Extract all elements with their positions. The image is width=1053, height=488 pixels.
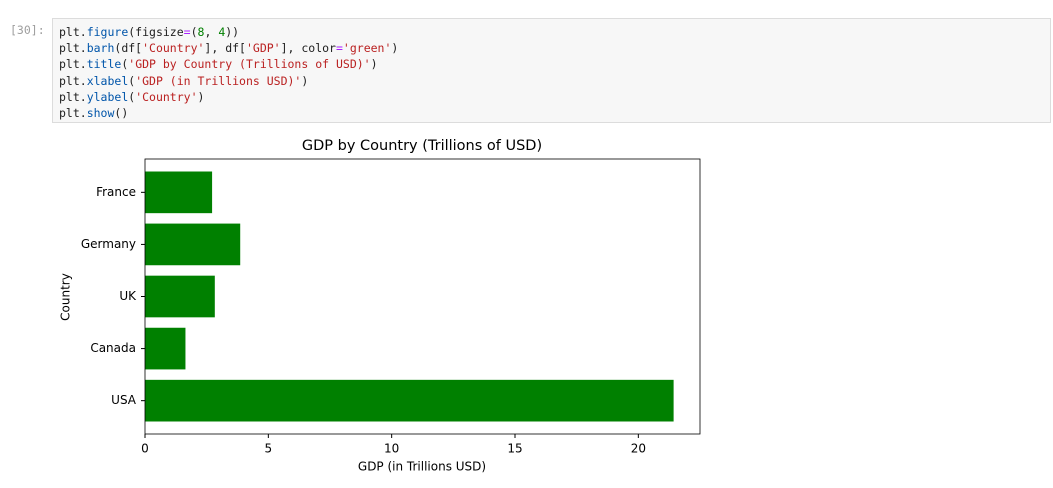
code-line: plt.title('GDP by Country (Trillions of … xyxy=(59,56,1044,72)
code-token: show xyxy=(86,106,115,121)
y-tick-label: France xyxy=(96,185,136,199)
code-token: ) xyxy=(301,73,309,88)
code-token: ylabel xyxy=(86,89,129,104)
x-tick-label: 0 xyxy=(141,442,149,456)
bar xyxy=(145,275,215,318)
code-token: ], df[ xyxy=(204,41,246,56)
code-token: figure xyxy=(86,25,129,39)
code-token: plt. xyxy=(59,41,87,56)
code-token: ( xyxy=(190,25,198,39)
code-token: 'Country' xyxy=(135,89,198,104)
code-token: () xyxy=(114,106,129,121)
y-axis-label: Country xyxy=(59,273,73,321)
code-token: , xyxy=(204,25,219,39)
bar xyxy=(145,223,241,266)
code-token: 'GDP (in Trillions USD)' xyxy=(135,73,302,88)
code-token: barh xyxy=(86,41,115,56)
code-cell[interactable]: plt.figure(figsize=(8, 4)) plt.barh(df['C… xyxy=(52,18,1051,123)
code-line: plt.figure(figsize=(8, 4)) xyxy=(59,24,1044,40)
cell-prompt: [30]: xyxy=(10,23,45,37)
x-tick-label: 10 xyxy=(384,442,399,456)
code-token: = xyxy=(183,25,191,39)
code-token: 'green' xyxy=(342,41,392,56)
bar xyxy=(145,327,186,370)
code-token: ) xyxy=(370,57,378,72)
bar xyxy=(145,379,674,422)
code-token: title xyxy=(86,57,122,72)
y-tick-label: UK xyxy=(119,289,137,303)
code-line: plt.xlabel('GDP (in Trillions USD)') xyxy=(59,73,1044,89)
code-token: 8 xyxy=(197,25,205,39)
code-token: plt. xyxy=(59,25,87,39)
code-token: plt. xyxy=(59,73,87,88)
plot-frame xyxy=(144,158,701,435)
code-token: 'GDP by Country (Trillions of USD)' xyxy=(128,57,371,72)
code-token: )) xyxy=(225,25,240,39)
code-token: = xyxy=(335,41,343,56)
code-line: plt.ylabel('Country') xyxy=(59,89,1044,105)
y-tick-label: USA xyxy=(111,393,137,407)
x-tick-label: 15 xyxy=(507,442,522,456)
code-token: 4 xyxy=(218,25,226,39)
y-tick-label: Canada xyxy=(90,341,136,355)
code-token: ( xyxy=(128,73,136,88)
code-token: plt. xyxy=(59,89,87,104)
x-axis-label: GDP (in Trillions USD) xyxy=(358,460,486,474)
code-token: xlabel xyxy=(86,73,129,88)
code-token: 'GDP' xyxy=(245,41,281,56)
code-token: plt. xyxy=(59,57,87,72)
code-token: ) xyxy=(391,41,399,56)
chart-title: GDP by Country (Trillions of USD) xyxy=(302,138,542,154)
y-tick-label: Germany xyxy=(81,237,136,251)
code-token: plt. xyxy=(59,106,87,121)
bar xyxy=(145,171,213,214)
code-line: plt.barh(df['Country'], df['GDP'], color… xyxy=(59,40,1044,56)
code-token: ], color xyxy=(280,41,336,56)
code-token: ( xyxy=(121,57,129,72)
x-tick-label: 20 xyxy=(631,442,646,456)
code-token: ) xyxy=(197,89,205,104)
code-token: (figsize xyxy=(128,25,184,39)
code-token: 'Country' xyxy=(142,41,205,56)
x-tick-label: 5 xyxy=(265,442,273,456)
code-token: ( xyxy=(128,89,136,104)
code-token: (df[ xyxy=(114,41,143,56)
code-line: plt.show() xyxy=(59,105,1044,121)
